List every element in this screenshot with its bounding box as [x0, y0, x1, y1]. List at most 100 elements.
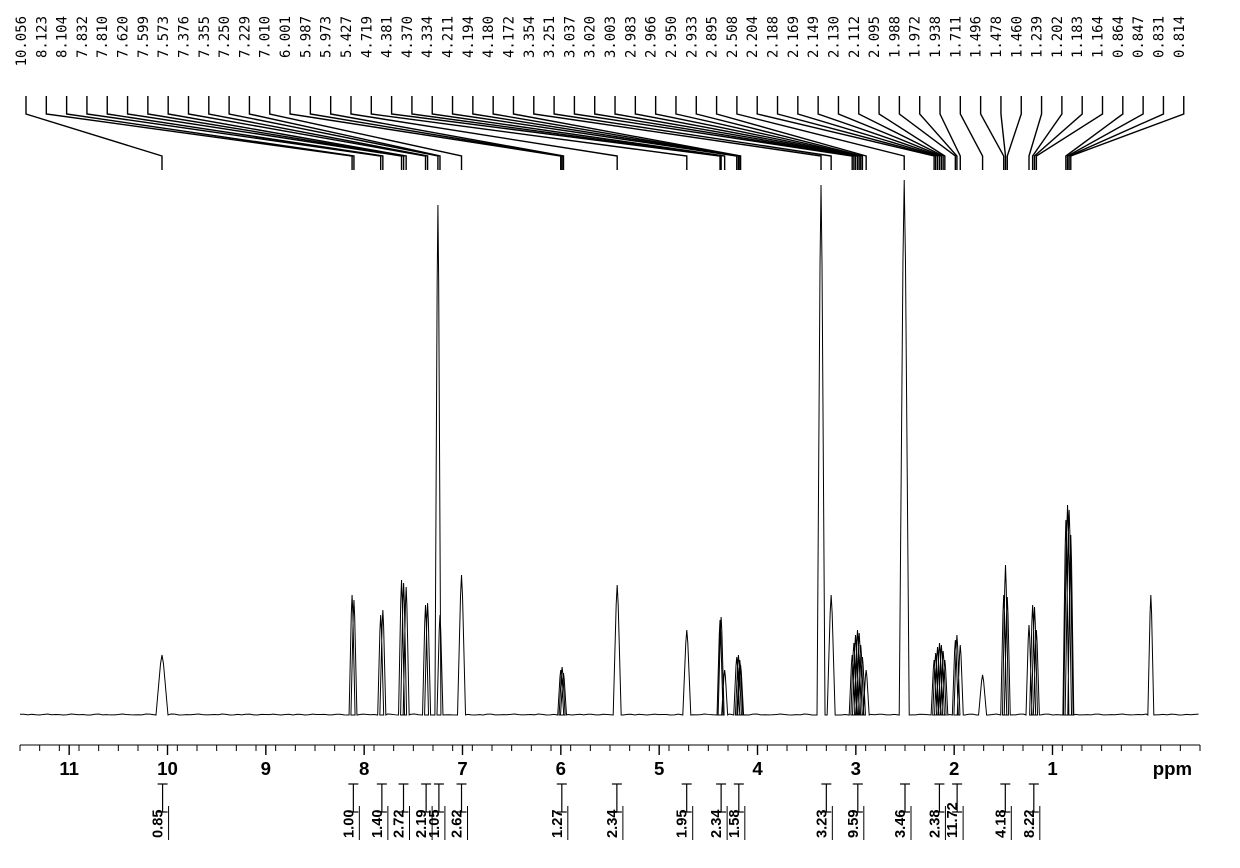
peak-label: 4.370 — [400, 16, 416, 58]
peak-label: 5.987 — [298, 16, 314, 58]
peak-label: 1.496 — [969, 16, 985, 58]
peak-label: 1.478 — [989, 16, 1005, 58]
integral-value: 0.85 — [151, 810, 167, 838]
peak-label: 1.711 — [948, 16, 964, 58]
peak-label: 4.180 — [481, 16, 497, 58]
peak-assignment-line — [331, 96, 564, 170]
peak-label: 1.938 — [928, 16, 944, 58]
peak-label: 3.354 — [522, 16, 538, 58]
peak-label: 0.864 — [1111, 16, 1127, 58]
peak-assignment-line — [778, 96, 936, 170]
peak-assignment-line — [107, 96, 383, 170]
peak-label: 5.973 — [319, 16, 335, 58]
peak-label: 7.229 — [237, 16, 253, 58]
peak-label: 2.130 — [826, 16, 842, 58]
peak-assignment-line — [1069, 96, 1163, 170]
peak-assignment-line — [1007, 96, 1021, 170]
peak-label: 5.427 — [339, 16, 355, 58]
integral-value: 2.72 — [392, 810, 408, 838]
peak-label: 2.895 — [705, 16, 721, 58]
peak-label: 1.202 — [1050, 16, 1066, 58]
axis-tick-label: 1 — [1047, 758, 1057, 779]
integral-value: 3.23 — [814, 810, 830, 838]
peak-assignment-line — [209, 96, 428, 170]
axis-tick-label: 5 — [654, 758, 664, 779]
peak-label: 7.832 — [75, 16, 91, 58]
peak-label: 4.334 — [420, 16, 436, 58]
peak-label: 1.239 — [1030, 16, 1046, 58]
peak-label: 2.149 — [806, 16, 822, 58]
peak-label: 2.188 — [766, 16, 782, 58]
peak-label: 4.211 — [441, 16, 457, 58]
peak-label: 7.810 — [95, 16, 111, 58]
integral-labels: 0.851.001.402.722.191.052.621.272.341.95… — [151, 784, 1040, 840]
peak-label: 7.010 — [258, 16, 274, 58]
axis-unit-label: ppm — [1153, 758, 1192, 779]
axis-tick-label: 7 — [457, 758, 467, 779]
peak-label: 7.573 — [156, 16, 172, 58]
peak-label: 0.847 — [1131, 16, 1147, 58]
integral-value: 11.72 — [945, 802, 961, 838]
peak-label: 2.966 — [644, 16, 660, 58]
peak-assignment-line — [1029, 96, 1042, 170]
integral-value: 2.34 — [605, 809, 621, 838]
peak-label: 4.172 — [501, 16, 517, 58]
axis-tick-label: 6 — [556, 758, 566, 779]
integral-value: 1.00 — [341, 810, 357, 838]
trace-line — [20, 180, 1199, 715]
peak-assignment-line — [879, 96, 945, 170]
axis-tick-label: 10 — [157, 758, 178, 779]
peak-assignment-line — [1071, 96, 1184, 170]
integral-value: 4.18 — [993, 810, 1009, 838]
peak-label: 4.194 — [461, 16, 477, 58]
peak-label: 4.381 — [380, 16, 396, 58]
integral-value: 1.05 — [427, 810, 443, 838]
peak-label: 3.037 — [562, 16, 578, 58]
peak-assignment-line — [168, 96, 406, 170]
integral-value: 1.58 — [727, 810, 743, 838]
peak-label: 2.983 — [623, 16, 639, 58]
integral-value: 2.34 — [709, 809, 725, 838]
integral-value: 1.27 — [550, 810, 566, 838]
peak-label: 7.250 — [217, 16, 233, 58]
peak-label: 6.001 — [278, 16, 294, 58]
peak-assignment-line — [1066, 96, 1123, 170]
peak-label: 7.599 — [136, 16, 152, 58]
peak-label: 0.814 — [1172, 16, 1188, 58]
axis-tick-label: 9 — [261, 758, 271, 779]
spectrum-trace — [20, 180, 1199, 715]
peak-label: 7.355 — [197, 16, 213, 58]
peak-label: 3.003 — [603, 16, 619, 58]
axis-tick-label: 4 — [752, 758, 763, 779]
peak-labels: 10.0568.1238.1047.8327.8107.6207.5997.57… — [14, 16, 1188, 170]
peak-label: 10.056 — [14, 16, 30, 66]
integral-value: 1.95 — [675, 810, 691, 838]
peak-label: 7.620 — [116, 16, 132, 58]
peak-label: 2.095 — [867, 16, 883, 58]
integral-value: 2.62 — [450, 810, 466, 838]
peak-label: 3.020 — [583, 16, 599, 58]
integral-value: 9.59 — [846, 810, 862, 838]
axis-tick-label: 3 — [851, 758, 861, 779]
peak-label: 1.460 — [1009, 16, 1025, 58]
peak-assignment-line — [371, 96, 687, 170]
peak-label: 3.251 — [542, 16, 558, 58]
peak-label: 2.112 — [847, 16, 863, 58]
integral-value: 1.40 — [370, 810, 386, 838]
peak-label: 2.508 — [725, 16, 741, 58]
x-axis: 1110987654321ppm — [20, 745, 1200, 779]
nmr-spectrum: 10.0568.1238.1047.8327.8107.6207.5997.57… — [0, 0, 1240, 868]
peak-label: 2.204 — [745, 16, 761, 58]
peak-label: 1.164 — [1091, 16, 1107, 58]
integral-value: 3.46 — [893, 810, 909, 838]
peak-label: 1.988 — [887, 16, 903, 58]
peak-label: 0.831 — [1151, 16, 1167, 58]
axis-tick-label: 2 — [949, 758, 959, 779]
peak-assignment-line — [960, 96, 982, 170]
integral-value: 2.38 — [927, 810, 943, 838]
integral-value: 8.22 — [1022, 810, 1038, 838]
peak-label: 8.104 — [55, 16, 71, 58]
peak-label: 2.950 — [664, 16, 680, 58]
peak-label: 2.169 — [786, 16, 802, 58]
axis-tick-label: 11 — [59, 758, 79, 779]
